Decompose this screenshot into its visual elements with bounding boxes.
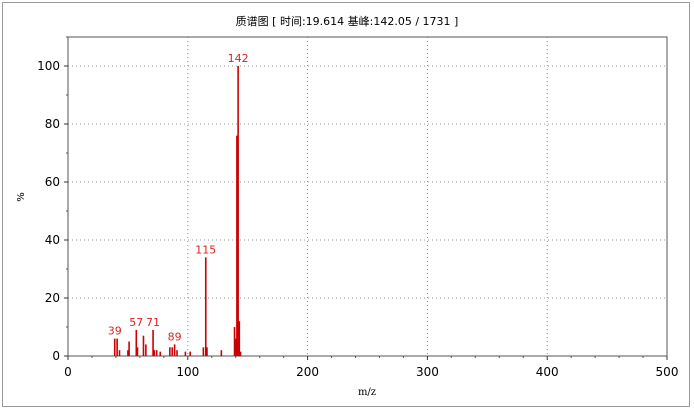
chart-title: 质谱图 [ 时间:19.614 基峰:142.05 / 1731 ] [236, 14, 459, 28]
peak-label: 115 [195, 243, 216, 256]
x-axis-label: m/z [358, 387, 376, 398]
x-tick-label: 0 [64, 365, 72, 379]
peak-label: 71 [146, 316, 160, 329]
y-tick-label: 40 [45, 233, 60, 247]
peak-label: 142 [228, 52, 249, 65]
peak-label: 39 [108, 325, 122, 338]
peaks [113, 66, 242, 356]
y-tick-label: 20 [45, 291, 60, 305]
axis-ticks: 0 100 200 300 400 500 0 20 40 60 80 100 [37, 36, 679, 379]
x-tick-label: 500 [656, 365, 679, 379]
peak-label: 57 [129, 316, 143, 329]
x-tick-label: 300 [416, 365, 439, 379]
x-tick-label: 100 [176, 365, 199, 379]
y-tick-label: 0 [52, 349, 60, 363]
y-axis-label: % [16, 192, 27, 202]
peak-labels: 39 57 71 89 115 142 [108, 52, 249, 343]
x-tick-label: 400 [536, 365, 559, 379]
peak-label: 89 [168, 330, 182, 343]
y-tick-label: 100 [37, 59, 60, 73]
plot-area [67, 36, 668, 357]
y-tick-label: 80 [45, 117, 60, 131]
y-tick-label: 60 [45, 175, 60, 189]
x-tick-label: 200 [296, 365, 319, 379]
